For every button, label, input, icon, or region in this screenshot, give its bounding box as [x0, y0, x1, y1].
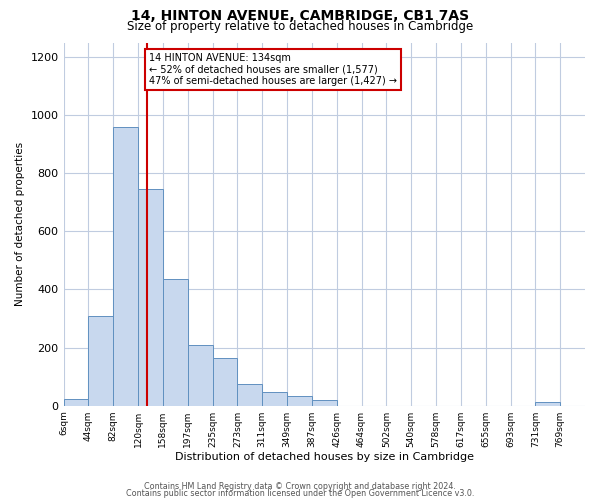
- Text: 14 HINTON AVENUE: 134sqm
← 52% of detached houses are smaller (1,577)
47% of sem: 14 HINTON AVENUE: 134sqm ← 52% of detach…: [149, 52, 397, 86]
- Bar: [64, 400, 88, 406]
- Bar: [312, 400, 337, 406]
- Text: Contains HM Land Registry data © Crown copyright and database right 2024.: Contains HM Land Registry data © Crown c…: [144, 482, 456, 491]
- Bar: [238, 384, 262, 406]
- Bar: [287, 396, 312, 406]
- Bar: [212, 358, 238, 406]
- Bar: [535, 402, 560, 406]
- Bar: [138, 189, 163, 406]
- Text: Contains public sector information licensed under the Open Government Licence v3: Contains public sector information licen…: [126, 489, 474, 498]
- Bar: [163, 280, 188, 406]
- Text: Size of property relative to detached houses in Cambridge: Size of property relative to detached ho…: [127, 20, 473, 33]
- X-axis label: Distribution of detached houses by size in Cambridge: Distribution of detached houses by size …: [175, 452, 474, 462]
- Bar: [113, 127, 138, 406]
- Bar: [88, 316, 113, 406]
- Bar: [262, 392, 287, 406]
- Text: 14, HINTON AVENUE, CAMBRIDGE, CB1 7AS: 14, HINTON AVENUE, CAMBRIDGE, CB1 7AS: [131, 9, 469, 23]
- Bar: [188, 344, 212, 406]
- Y-axis label: Number of detached properties: Number of detached properties: [15, 142, 25, 306]
